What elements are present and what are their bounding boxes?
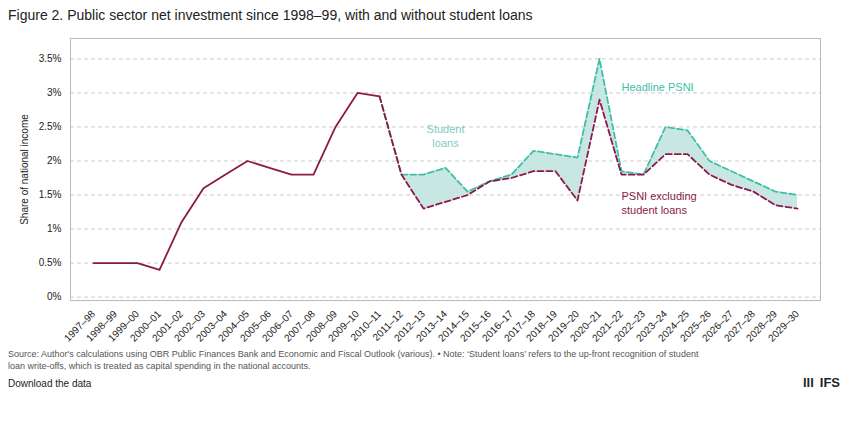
svg-text:2016–17: 2016–17 xyxy=(479,308,516,344)
svg-text:2005–06: 2005–06 xyxy=(237,308,274,344)
svg-text:0.5%: 0.5% xyxy=(39,257,62,268)
svg-text:2007–08: 2007–08 xyxy=(281,308,318,344)
html-text:Figure 2. Public sector net in: Figure 2. Public sector net investment s… xyxy=(8,7,533,23)
html-text:lll IFS: lll IFS xyxy=(802,375,840,390)
svg-text:2000–01: 2000–01 xyxy=(127,308,164,344)
svg-text:PSNI excludingstudent loans: PSNI excludingstudent loans xyxy=(622,190,697,216)
svg-text:2006–07: 2006–07 xyxy=(259,308,296,344)
svg-text:2027–28: 2027–28 xyxy=(721,308,758,344)
svg-text:Headline PSNI: Headline PSNI xyxy=(622,81,694,93)
svg-text:2017–18: 2017–18 xyxy=(501,308,538,344)
svg-text:2023–24: 2023–24 xyxy=(633,308,670,344)
svg-text:1998–99: 1998–99 xyxy=(83,308,120,344)
svg-text:3.5%: 3.5% xyxy=(39,53,62,64)
svg-text:1999–00: 1999–00 xyxy=(105,308,142,344)
svg-text:2024–25: 2024–25 xyxy=(655,308,692,344)
svg-text:2026–27: 2026–27 xyxy=(699,308,736,344)
svg-text:2004–05: 2004–05 xyxy=(215,308,252,344)
svg-text:1997–98: 1997–98 xyxy=(61,308,98,344)
svg-text:2009–10: 2009–10 xyxy=(325,308,362,344)
svg-text:2028–29: 2028–29 xyxy=(743,308,780,344)
svg-text:2003–04: 2003–04 xyxy=(193,308,230,344)
svg-text:2014–15: 2014–15 xyxy=(435,308,472,344)
html-text:Download the data: Download the data xyxy=(8,378,92,389)
svg-text:2029–30: 2029–30 xyxy=(766,308,802,344)
svg-text:2018–19: 2018–19 xyxy=(523,308,560,344)
svg-text:2001–02: 2001–02 xyxy=(149,308,186,344)
svg-text:2015–16: 2015–16 xyxy=(457,308,494,344)
svg-text:2013–14: 2013–14 xyxy=(413,308,450,344)
svg-text:2012–13: 2012–13 xyxy=(391,308,428,344)
svg-text:1.5%: 1.5% xyxy=(39,189,62,200)
svg-text:2022–23: 2022–23 xyxy=(611,308,648,344)
svg-text:2020–21: 2020–21 xyxy=(567,308,604,344)
svg-text:2010–11: 2010–11 xyxy=(348,308,384,343)
svg-text:2025–26: 2025–26 xyxy=(677,308,714,344)
html-text:Source: Author's calculations: Source: Author's calculations using OBR … xyxy=(8,349,699,371)
svg-text:2002–03: 2002–03 xyxy=(171,308,208,344)
svg-text:2.5%: 2.5% xyxy=(39,121,62,132)
svg-text:2019–20: 2019–20 xyxy=(545,308,582,344)
svg-text:2008–09: 2008–09 xyxy=(303,308,340,344)
svg-text:Share of national income: Share of national income xyxy=(19,114,30,225)
svg-text:1%: 1% xyxy=(47,223,62,234)
svg-text:2%: 2% xyxy=(47,155,62,166)
svg-text:2021–22: 2021–22 xyxy=(589,308,626,344)
svg-text:Studentloans: Studentloans xyxy=(427,123,465,149)
svg-text:0%: 0% xyxy=(47,291,62,302)
svg-text:3%: 3% xyxy=(47,87,62,98)
svg-text:2011–12: 2011–12 xyxy=(370,308,406,343)
